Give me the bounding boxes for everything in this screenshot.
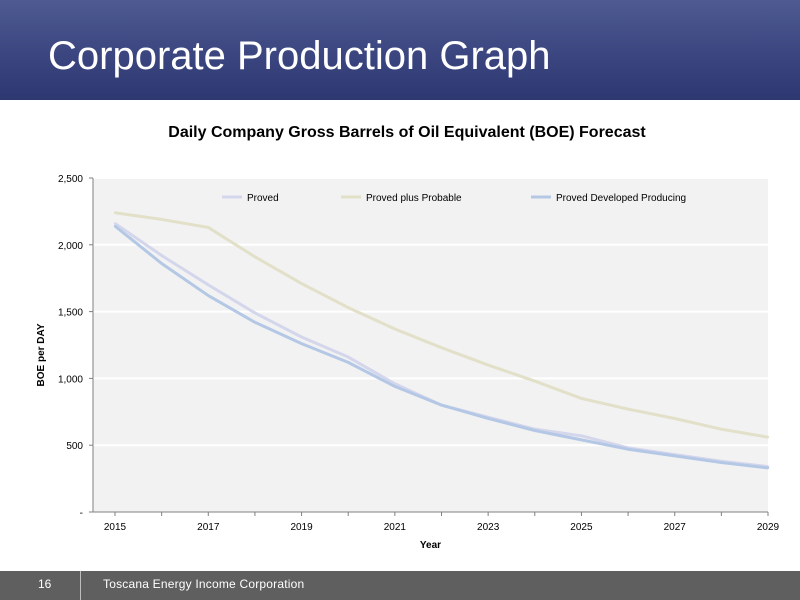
data-point (393, 382, 397, 385)
data-point (673, 454, 676, 458)
data-point (160, 254, 163, 257)
slide-footer: 16 Toscana Energy Income Corporation (0, 571, 800, 600)
data-point (626, 448, 630, 451)
data-point (720, 427, 723, 431)
legend-label: Proved (247, 193, 279, 204)
data-point (253, 255, 257, 259)
y-tick-label: 2,500 (58, 174, 83, 185)
data-point (207, 283, 210, 287)
y-axis-label: BOE per DAY (36, 323, 47, 386)
data-point (160, 218, 163, 221)
production-chart: - 500 1,000 1,500 2,000 2,500 2015 2017 2019 2021… (36, 174, 780, 551)
x-tick-label: 2023 (477, 522, 500, 533)
slide-header: Corporate Production Graph (0, 0, 800, 100)
data-point (347, 355, 350, 359)
data-point (673, 417, 676, 420)
data-point (113, 211, 117, 214)
data-point (207, 294, 210, 297)
legend-label: Proved plus Probable (366, 193, 462, 204)
data-point (113, 222, 117, 225)
data-point (533, 379, 536, 383)
y-tick-label: 1,500 (58, 308, 83, 319)
data-point (393, 385, 397, 388)
page-number: 16 (38, 577, 52, 591)
slide-title: Corporate Production Graph (48, 34, 551, 78)
plot-area (93, 178, 768, 512)
data-point (440, 403, 443, 407)
chart-title: Daily Company Gross Barrels of Oil Equiv… (168, 124, 646, 141)
data-point (253, 311, 257, 315)
footer-company: Toscana Energy Income Corporation (103, 577, 305, 591)
data-point (300, 335, 303, 339)
data-point (486, 363, 490, 367)
data-point (580, 438, 583, 442)
x-tick-label: 2015 (104, 522, 127, 533)
data-point (626, 407, 630, 411)
data-point (393, 327, 397, 331)
footer-divider (80, 571, 81, 600)
data-point (766, 466, 770, 470)
data-point (580, 434, 583, 438)
x-tick-label: 2021 (384, 522, 407, 533)
data-point (207, 226, 210, 229)
x-tick-label: 2019 (290, 522, 313, 533)
y-tick-label: 500 (66, 441, 83, 452)
x-axis-label: Year (420, 540, 441, 551)
y-tick-label: 1,000 (58, 374, 83, 385)
data-point (160, 262, 163, 265)
data-point (766, 435, 770, 439)
x-tick-label: 2017 (197, 522, 220, 533)
data-point (580, 397, 583, 400)
data-point (486, 417, 490, 420)
x-tick-label: 2029 (757, 522, 780, 533)
data-point (347, 306, 350, 309)
x-tick-label: 2025 (570, 522, 593, 533)
y-tick-label: - (80, 508, 83, 519)
data-point (253, 321, 257, 324)
legend-label: Proved Developed Producing (556, 193, 686, 204)
data-point (440, 346, 443, 349)
y-tick-label: 2,000 (58, 241, 83, 252)
data-point (720, 461, 723, 464)
x-tick-label: 2027 (664, 522, 687, 533)
data-point (347, 361, 350, 364)
data-point (113, 224, 117, 228)
data-point (300, 342, 303, 345)
data-point (533, 429, 536, 432)
data-point (300, 282, 303, 285)
